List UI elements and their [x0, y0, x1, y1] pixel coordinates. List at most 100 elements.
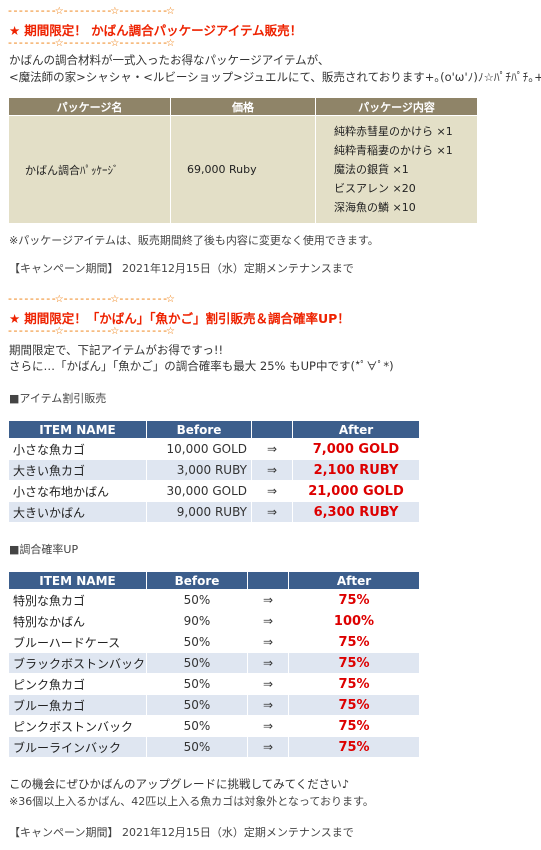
arrow-icon: ⇒	[248, 611, 288, 631]
before-price: 10,000 GOLD	[147, 439, 251, 459]
table-row: 特別な魚カゴ 50% ⇒ 75%	[9, 590, 419, 610]
before-rate: 50%	[147, 695, 247, 715]
section-1-title: ★ 期間限定！ かばん調合パッケージアイテム販売！	[9, 23, 303, 38]
table-row: ブルーラインバック 50% ⇒ 75%	[9, 737, 419, 757]
content-item: ビスアレン ×20	[334, 182, 416, 195]
decorative-divider-bottom-1: - - - - - - - - -☆- - - - - - - - -☆- - …	[8, 36, 176, 49]
header-package-name: パッケージ名	[9, 98, 170, 115]
sale-section-label: ■アイテム割引販売	[9, 392, 107, 405]
table-row: ピンクボストンバック 50% ⇒ 75%	[9, 716, 419, 736]
section-1-intro-line-2: <魔法師の家>シャシャ・<ルビーショップ>ジュエルにて、販売されております+｡(…	[9, 70, 541, 84]
arrow-icon: ⇒	[252, 439, 292, 459]
header-arrow	[248, 572, 288, 589]
item-name: ブラックボストンバック	[9, 653, 146, 673]
item-name: 小さな布地かばん	[9, 481, 146, 501]
section-1-campaign-period: 【キャンペーン期間】 2021年12月15日（水）定期メンテナンスまで	[9, 262, 354, 275]
star-icon: ☆	[110, 6, 120, 17]
before-price: 9,000 RUBY	[147, 502, 251, 522]
package-price: 69,000 Ruby	[171, 116, 315, 223]
section-2-outro-line-1: この機会にぜひかばんのアップグレードに挑戦してみてください♪	[9, 777, 350, 791]
arrow-icon: ⇒	[252, 460, 292, 480]
after-price: 2,100 RUBY	[293, 460, 419, 480]
content-item: 純粋青稲妻のかけら ×1	[334, 144, 453, 157]
header-price: 価格	[171, 98, 315, 115]
section-2-campaign-period: 【キャンペーン期間】 2021年12月15日（水）定期メンテナンスまで	[9, 826, 354, 839]
table-row: 大きい魚カゴ 3,000 RUBY ⇒ 2,100 RUBY	[9, 460, 419, 480]
star-icon: ☆	[54, 38, 64, 49]
content-item: 深海魚の鱗 ×10	[334, 201, 416, 214]
star-icon: ☆	[166, 38, 176, 49]
rate-section-label: ■調合確率UP	[9, 543, 79, 556]
section-2-outro-line-2: ※36個以上入るかばん、42匹以上入る魚カゴは対象外となっております。	[9, 795, 374, 808]
arrow-icon: ⇒	[248, 737, 288, 757]
star-icon: ☆	[110, 326, 120, 337]
arrow-icon: ⇒	[248, 716, 288, 736]
sale-table: ITEM NAME Before After 小さな魚カゴ 10,000 GOL…	[8, 420, 420, 523]
header-package-contents: パッケージ内容	[316, 98, 477, 115]
star-icon: ★	[9, 23, 21, 38]
section-2-title: ★ 期間限定！「かばん」「魚かご」割引販売＆調合確率UP！	[9, 311, 350, 326]
header-after: After	[293, 421, 419, 438]
star-icon: ☆	[166, 294, 176, 305]
before-price: 3,000 RUBY	[147, 460, 251, 480]
content-item: 純粋赤彗星のかけら ×1	[334, 125, 453, 138]
rate-table: ITEM NAME Before After 特別な魚カゴ 50% ⇒ 75% …	[8, 571, 420, 758]
content-item: 魔法の銀貨 ×1	[334, 163, 409, 176]
item-name: ブルーラインバック	[9, 737, 146, 757]
arrow-icon: ⇒	[252, 502, 292, 522]
table-row: ブルー魚カゴ 50% ⇒ 75%	[9, 695, 419, 715]
star-icon: ☆	[166, 6, 176, 17]
header-arrow	[252, 421, 292, 438]
header-before: Before	[147, 421, 251, 438]
package-name: かばん調合ﾊﾟｯｹｰｼﾞ	[9, 116, 170, 223]
item-name: ブルー魚カゴ	[9, 695, 146, 715]
before-rate: 50%	[147, 590, 247, 610]
header-after: After	[289, 572, 419, 589]
arrow-icon: ⇒	[248, 674, 288, 694]
header-item-name: ITEM NAME	[9, 421, 146, 438]
header-before: Before	[147, 572, 247, 589]
before-rate: 50%	[147, 653, 247, 673]
table-row: ピンク魚カゴ 50% ⇒ 75%	[9, 674, 419, 694]
package-note: ※パッケージアイテムは、販売期間終了後も内容に変更なく使用できます。	[9, 234, 379, 247]
star-icon: ☆	[166, 326, 176, 337]
item-name: ブルーハードケース	[9, 632, 146, 652]
section-2-intro-line-2: さらに…「かばん」「魚かご」の調合確率も最大 25% もUP中です(*ﾟ∀ﾟ*)	[9, 359, 394, 373]
table-row: 大きいかばん 9,000 RUBY ⇒ 6,300 RUBY	[9, 502, 419, 522]
after-rate: 75%	[289, 632, 419, 652]
after-price: 6,300 RUBY	[293, 502, 419, 522]
before-rate: 50%	[147, 737, 247, 757]
arrow-icon: ⇒	[252, 481, 292, 501]
star-icon: ☆	[54, 6, 64, 17]
table-row: ブルーハードケース 50% ⇒ 75%	[9, 632, 419, 652]
item-name: 大きいかばん	[9, 502, 146, 522]
item-name: 特別なかばん	[9, 611, 146, 631]
arrow-icon: ⇒	[248, 632, 288, 652]
package-contents: 純粋赤彗星のかけら ×1 純粋青稲妻のかけら ×1 魔法の銀貨 ×1 ビスアレン…	[316, 116, 477, 223]
after-price: 7,000 GOLD	[293, 439, 419, 459]
decorative-divider-top-2: - - - - - - - - -☆- - - - - - - - -☆- - …	[8, 292, 176, 305]
after-price: 21,000 GOLD	[293, 481, 419, 501]
table-row: 小さな魚カゴ 10,000 GOLD ⇒ 7,000 GOLD	[9, 439, 419, 459]
before-rate: 50%	[147, 674, 247, 694]
item-name: ピンクボストンバック	[9, 716, 146, 736]
package-table: パッケージ名 価格 パッケージ内容 かばん調合ﾊﾟｯｹｰｼﾞ 69,000 Ru…	[8, 97, 478, 224]
section-2-intro-line-1: 期間限定で、下記アイテムがお得ですっ!!	[9, 343, 224, 357]
after-rate: 75%	[289, 737, 419, 757]
item-name: 大きい魚カゴ	[9, 460, 146, 480]
after-rate: 75%	[289, 674, 419, 694]
after-rate: 100%	[289, 611, 419, 631]
star-icon: ★	[9, 311, 21, 326]
after-rate: 75%	[289, 653, 419, 673]
after-rate: 75%	[289, 716, 419, 736]
table-row: ブラックボストンバック 50% ⇒ 75%	[9, 653, 419, 673]
item-name: ピンク魚カゴ	[9, 674, 146, 694]
item-name: 小さな魚カゴ	[9, 439, 146, 459]
before-rate: 50%	[147, 632, 247, 652]
after-rate: 75%	[289, 695, 419, 715]
decorative-divider-top-1: - - - - - - - - -☆- - - - - - - - -☆- - …	[8, 4, 176, 17]
decorative-divider-bottom-2: - - - - - - - - -☆- - - - - - - - -☆- - …	[8, 324, 176, 337]
arrow-icon: ⇒	[248, 590, 288, 610]
table-row: 特別なかばん 90% ⇒ 100%	[9, 611, 419, 631]
arrow-icon: ⇒	[248, 695, 288, 715]
